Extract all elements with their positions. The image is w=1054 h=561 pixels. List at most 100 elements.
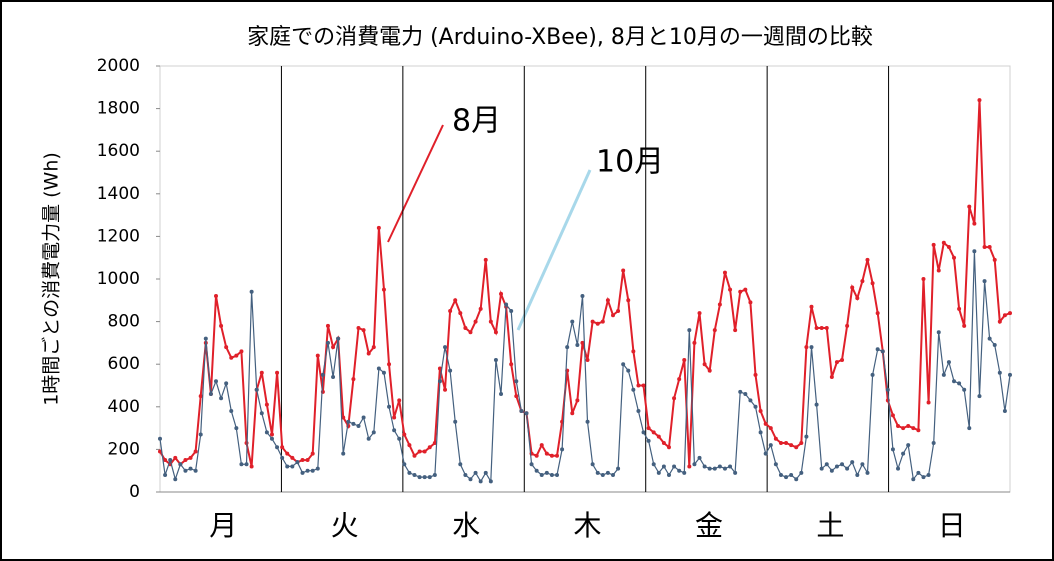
- data-point: [906, 443, 911, 448]
- data-point: [483, 470, 488, 475]
- data-point: [193, 468, 198, 473]
- data-point: [626, 368, 631, 373]
- data-point: [402, 432, 407, 437]
- data-point: [758, 409, 763, 414]
- data-point: [392, 415, 397, 420]
- data-point: [585, 419, 590, 424]
- data-point: [824, 325, 829, 330]
- data-point: [478, 479, 483, 484]
- data-point: [916, 470, 921, 475]
- data-point: [392, 428, 397, 433]
- data-point: [407, 443, 412, 448]
- data-point: [163, 458, 168, 463]
- data-point: [997, 319, 1002, 324]
- data-point: [875, 311, 880, 316]
- data-point: [804, 434, 809, 439]
- data-point: [387, 362, 392, 367]
- data-point: [840, 462, 845, 467]
- data-point: [901, 451, 906, 456]
- data-point: [269, 436, 274, 441]
- data-point: [758, 430, 763, 435]
- data-point: [570, 319, 575, 324]
- data-point: [412, 453, 417, 458]
- data-point: [351, 421, 356, 426]
- data-point: [733, 470, 738, 475]
- data-point: [432, 441, 437, 446]
- data-point: [748, 398, 753, 403]
- data-point: [743, 392, 748, 397]
- x-tick-label: 木: [574, 509, 602, 542]
- chart-title: 家庭での消費電力 (Arduino-XBee), 8月と10月の一週間の比較: [247, 25, 873, 50]
- data-point: [183, 468, 188, 473]
- data-point: [845, 323, 850, 328]
- data-point: [407, 470, 412, 475]
- data-point: [982, 279, 987, 284]
- data-point: [590, 319, 595, 324]
- data-point: [539, 443, 544, 448]
- data-point: [448, 368, 453, 373]
- data-point: [376, 225, 381, 230]
- data-point: [173, 477, 178, 482]
- data-point: [987, 245, 992, 250]
- data-point: [778, 441, 783, 446]
- data-point: [1008, 372, 1012, 377]
- data-point: [890, 413, 895, 418]
- data-point: [514, 379, 519, 384]
- data-point: [264, 402, 269, 407]
- data-point: [320, 372, 325, 377]
- data-point: [982, 245, 987, 250]
- data-point: [381, 287, 386, 292]
- data-point: [356, 325, 361, 330]
- data-point: [356, 423, 361, 428]
- data-point: [880, 349, 885, 354]
- data-point: [463, 472, 468, 477]
- data-point: [829, 468, 834, 473]
- data-point: [763, 451, 768, 456]
- data-point: [417, 449, 422, 454]
- annotation-line: [387, 124, 444, 243]
- data-point: [753, 404, 758, 409]
- data-point: [621, 362, 626, 367]
- data-point: [845, 466, 850, 471]
- data-point: [280, 455, 285, 460]
- data-point: [707, 368, 712, 373]
- data-point: [264, 430, 269, 435]
- data-point: [514, 394, 519, 399]
- data-point: [493, 357, 498, 362]
- data-point: [203, 336, 208, 341]
- data-point: [336, 336, 341, 341]
- data-point: [616, 308, 621, 313]
- data-point: [666, 445, 671, 450]
- data-point: [295, 460, 300, 465]
- data-point: [768, 426, 773, 431]
- data-point: [443, 345, 448, 350]
- data-point: [544, 451, 549, 456]
- data-point: [850, 285, 855, 290]
- data-point: [575, 398, 580, 403]
- data-point: [641, 430, 646, 435]
- data-point: [219, 323, 224, 328]
- data-point: [213, 294, 218, 299]
- data-point: [188, 455, 193, 460]
- data-point: [646, 426, 651, 431]
- data-point: [957, 306, 962, 311]
- data-point: [636, 409, 641, 414]
- data-point: [921, 475, 926, 480]
- data-point: [188, 466, 193, 471]
- y-tick-label: 2000: [97, 56, 140, 76]
- data-point: [621, 268, 626, 273]
- data-point: [458, 462, 463, 467]
- data-point: [682, 470, 687, 475]
- data-point: [427, 445, 432, 450]
- data-point: [371, 430, 376, 435]
- data-point: [656, 434, 661, 439]
- data-point: [448, 308, 453, 313]
- data-point: [962, 387, 967, 392]
- data-point: [712, 466, 717, 471]
- data-point: [468, 477, 473, 482]
- data-point: [208, 392, 213, 397]
- data-point: [799, 441, 804, 446]
- y-tick-label: 1400: [97, 184, 140, 204]
- x-tick-label: 月: [209, 509, 237, 542]
